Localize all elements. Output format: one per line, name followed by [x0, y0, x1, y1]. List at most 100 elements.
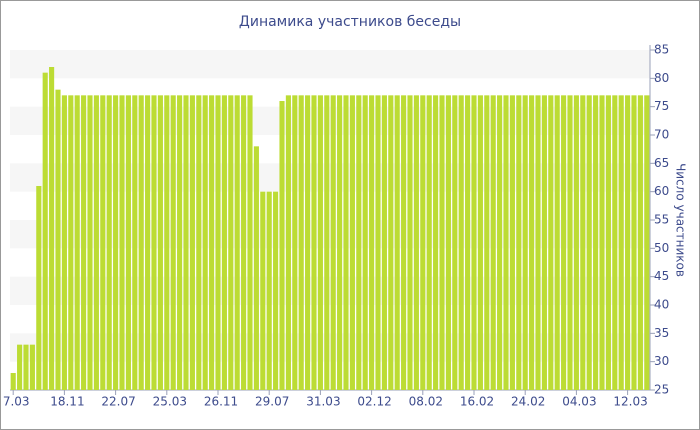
bar [279, 101, 285, 390]
x-tick-label: 12.03 [613, 395, 647, 409]
y-tick-label: 60 [654, 184, 669, 198]
bar [541, 95, 547, 390]
y-tick-label: 85 [654, 43, 669, 57]
bar [324, 95, 330, 390]
bar [612, 95, 618, 390]
bar [593, 95, 599, 390]
y-tick-label: 40 [654, 298, 669, 312]
bar [369, 95, 375, 390]
bar [452, 95, 458, 390]
bar [145, 95, 151, 390]
bar [644, 95, 650, 390]
bar [106, 95, 112, 390]
bar [292, 95, 298, 390]
bar [49, 67, 55, 390]
bar [529, 95, 535, 390]
y-tick-label: 80 [654, 71, 669, 85]
bar [119, 95, 125, 390]
bar [177, 95, 183, 390]
grid-band [10, 163, 650, 192]
bar [132, 95, 138, 390]
bar [228, 95, 234, 390]
y-tick-label: 30 [654, 354, 669, 368]
bar [625, 95, 631, 390]
grid-band [10, 220, 650, 249]
bar [388, 95, 394, 390]
y-tick-label: 25 [654, 383, 669, 397]
bar [503, 95, 509, 390]
grid-band [10, 106, 650, 135]
x-tick-label: 24.02 [511, 395, 545, 409]
bar [535, 95, 541, 390]
bar [36, 186, 42, 390]
bar [420, 95, 426, 390]
bar [465, 95, 471, 390]
bar [330, 95, 336, 390]
bar [439, 95, 445, 390]
bar [10, 373, 16, 390]
bar [157, 95, 163, 390]
y-tick-label: 55 [654, 213, 669, 227]
bar [55, 89, 61, 391]
bar [381, 95, 387, 390]
bar [433, 95, 439, 390]
bar [29, 344, 35, 390]
bar [189, 95, 195, 390]
bar [375, 95, 381, 390]
bar [337, 95, 343, 390]
bar [362, 95, 368, 390]
bar [477, 95, 483, 390]
bar [631, 95, 637, 390]
bar [23, 344, 29, 390]
bar [202, 95, 208, 390]
bar [81, 95, 87, 390]
bar [266, 191, 272, 390]
bar [317, 95, 323, 390]
bar [497, 95, 503, 390]
x-tick-label: 22.07 [101, 395, 135, 409]
bar [311, 95, 317, 390]
x-tick-label: 31.03 [306, 395, 340, 409]
x-tick-label: 16.02 [460, 395, 494, 409]
bar [151, 95, 157, 390]
bar [618, 95, 624, 390]
bar [138, 95, 144, 390]
x-tick-label: 04.03 [562, 395, 596, 409]
bar [573, 95, 579, 390]
bar [522, 95, 528, 390]
bar [548, 95, 554, 390]
x-tick-label: 02.12 [357, 395, 391, 409]
grid-band [10, 333, 650, 362]
y-axis-label: Число участников [674, 163, 688, 277]
y-tick-label: 35 [654, 326, 669, 340]
bar [516, 95, 522, 390]
bar [253, 146, 259, 390]
bar [567, 95, 573, 390]
bar [100, 95, 106, 390]
y-tick-label: 65 [654, 156, 669, 170]
bar [170, 95, 176, 390]
y-tick-label: 70 [654, 128, 669, 142]
bar [586, 95, 592, 390]
y-tick-label: 50 [654, 241, 669, 255]
bar [484, 95, 490, 390]
bar [74, 95, 80, 390]
bar [61, 95, 67, 390]
bar [490, 95, 496, 390]
bar [407, 95, 413, 390]
bar [305, 95, 311, 390]
grid-band [10, 50, 650, 79]
bar [561, 95, 567, 390]
bar [599, 95, 605, 390]
bar [394, 95, 400, 390]
bar [637, 95, 643, 390]
bar [554, 95, 560, 390]
bar [221, 95, 227, 390]
y-tick-label: 75 [654, 99, 669, 113]
bar [356, 95, 362, 390]
bar [413, 95, 419, 390]
bar [445, 95, 451, 390]
bar [580, 95, 586, 390]
bar [247, 95, 253, 390]
